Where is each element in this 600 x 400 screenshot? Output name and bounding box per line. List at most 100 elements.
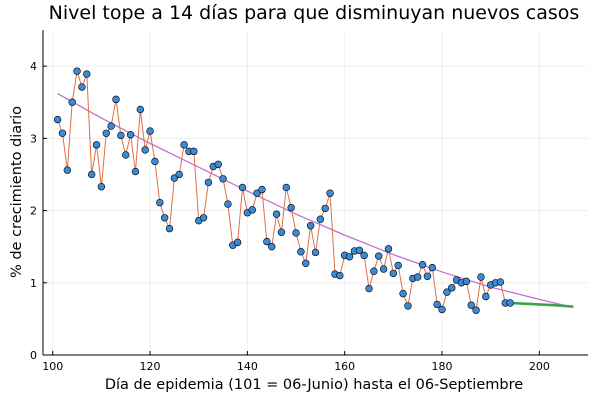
- data-point: [496, 278, 505, 286]
- data-point: [156, 198, 164, 207]
- data-point: [175, 170, 183, 179]
- data-point: [214, 160, 222, 169]
- data-point: [394, 261, 402, 270]
- data-point: [462, 277, 471, 286]
- data-point: [302, 259, 310, 267]
- y-tick-label: 4: [30, 60, 37, 73]
- y-tick-label: 1: [30, 277, 37, 290]
- data-point: [428, 263, 436, 272]
- data-point: [87, 170, 96, 179]
- data-point: [102, 129, 110, 137]
- data-point: [448, 284, 456, 292]
- x-tick-label: 180: [432, 360, 453, 373]
- data-point: [141, 146, 149, 154]
- data-point: [83, 70, 91, 78]
- data-point: [151, 157, 159, 166]
- data-point: [233, 238, 242, 247]
- data-point: [321, 204, 329, 213]
- data-point: [277, 228, 286, 236]
- data-point: [248, 206, 256, 214]
- data-point: [326, 189, 334, 197]
- data-point: [306, 222, 315, 230]
- data-point: [180, 141, 188, 149]
- data-point: [107, 122, 115, 130]
- y-tick-label: 0: [30, 349, 37, 362]
- data-point: [117, 131, 125, 140]
- data-point: [263, 237, 271, 246]
- data-point: [78, 83, 86, 91]
- data-point: [53, 115, 62, 124]
- data-point: [379, 265, 388, 273]
- data-point: [467, 301, 475, 309]
- data-point: [423, 272, 432, 280]
- trend-series: [57, 92, 574, 308]
- data-point: [68, 98, 76, 106]
- data-point: [165, 224, 174, 233]
- observed-line: [57, 71, 511, 312]
- data-point: [204, 178, 213, 187]
- data-point: [345, 253, 354, 261]
- x-tick-label: 120: [140, 360, 161, 373]
- data-point: [365, 284, 373, 293]
- data-point: [190, 147, 198, 156]
- data-point: [360, 251, 368, 260]
- data-point: [316, 215, 325, 223]
- data-point: [126, 131, 135, 139]
- data-point: [443, 288, 451, 296]
- y-axis-label: % de crecimiento diario: [9, 106, 25, 278]
- forecast-series: [510, 301, 574, 308]
- tick-labels: 100 120 140 160 180 200 0 1 2 3 4: [30, 60, 550, 373]
- data-point: [199, 214, 208, 222]
- y-tick-label: 2: [30, 205, 37, 218]
- data-point: [384, 245, 393, 253]
- trend-line: [57, 92, 574, 308]
- observed-series-line: [57, 71, 511, 312]
- data-point: [477, 273, 485, 281]
- data-point: [122, 151, 130, 159]
- data-point: [63, 166, 72, 174]
- data-point: [336, 271, 344, 280]
- data-point: [268, 242, 276, 251]
- data-point: [482, 292, 490, 301]
- x-tick-label: 200: [529, 360, 550, 373]
- data-point: [506, 299, 514, 307]
- chart-title: Nivel tope a 14 días para que disminuyan…: [49, 2, 580, 24]
- data-point: [370, 267, 378, 275]
- data-point: [219, 175, 227, 183]
- data-point: [97, 183, 106, 191]
- data-point: [404, 302, 412, 310]
- data-point: [472, 306, 480, 314]
- data-point: [258, 185, 266, 194]
- data-point: [170, 174, 179, 182]
- data-point: [413, 273, 422, 281]
- x-tick-label: 100: [42, 360, 63, 373]
- data-point: [438, 305, 446, 314]
- data-point: [399, 289, 407, 298]
- data-point: [73, 67, 81, 75]
- data-point: [292, 229, 300, 237]
- observed-series-points: [53, 67, 514, 314]
- data-point: [433, 300, 441, 309]
- data-point: [375, 252, 383, 260]
- x-tick-label: 140: [237, 360, 258, 373]
- data-point: [136, 105, 145, 114]
- data-point: [311, 248, 320, 257]
- y-tick-label: 3: [30, 132, 37, 145]
- data-point: [131, 167, 140, 176]
- data-point: [389, 269, 398, 278]
- data-point: [282, 183, 290, 192]
- data-point: [272, 210, 281, 218]
- forecast-line: [510, 301, 574, 308]
- data-point: [224, 200, 232, 208]
- data-point: [92, 141, 101, 149]
- data-point: [238, 183, 247, 192]
- x-axis-label: Día de epidemia (101 = 06-Junio) hasta e…: [105, 377, 523, 393]
- data-point: [287, 203, 295, 212]
- data-point: [418, 261, 427, 269]
- data-point: [146, 127, 154, 135]
- axes: [42, 30, 588, 356]
- x-tick-label: 160: [334, 360, 355, 373]
- data-point: [58, 129, 67, 137]
- data-point: [112, 95, 120, 104]
